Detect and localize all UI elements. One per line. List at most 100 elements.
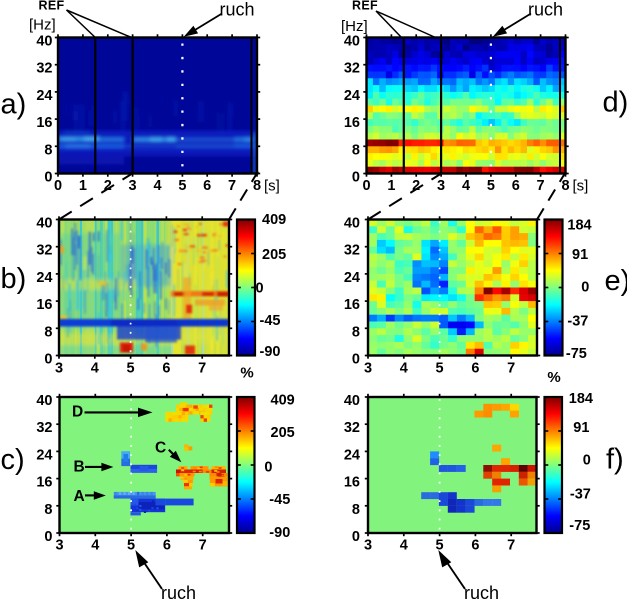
svg-text:24: 24 <box>36 270 52 286</box>
svg-text:0: 0 <box>264 459 272 475</box>
svg-text:7: 7 <box>198 361 206 377</box>
svg-text:91: 91 <box>573 420 589 436</box>
svg-text:5: 5 <box>127 538 135 554</box>
svg-text:16: 16 <box>344 115 360 131</box>
svg-text:d): d) <box>603 87 627 119</box>
svg-text:C: C <box>155 440 166 457</box>
svg-text:A: A <box>74 488 85 505</box>
svg-text:16: 16 <box>344 475 360 491</box>
svg-text:40: 40 <box>36 34 52 50</box>
svg-text:8: 8 <box>352 324 360 340</box>
svg-text:0: 0 <box>54 178 62 194</box>
svg-text:24: 24 <box>36 447 52 463</box>
svg-text:-45: -45 <box>269 492 290 508</box>
svg-text:0: 0 <box>352 529 360 545</box>
svg-text:6: 6 <box>203 178 211 194</box>
svg-text:16: 16 <box>344 297 360 313</box>
svg-text:3: 3 <box>129 178 137 194</box>
svg-text:8: 8 <box>44 142 52 158</box>
svg-text:24: 24 <box>344 270 360 286</box>
svg-text:40: 40 <box>344 393 360 409</box>
svg-text:e): e) <box>605 265 627 297</box>
svg-text:ruch: ruch <box>528 0 563 20</box>
svg-text:-37: -37 <box>567 313 588 329</box>
svg-text:5: 5 <box>436 538 444 554</box>
svg-text:b): b) <box>1 263 27 295</box>
svg-text:184: 184 <box>567 217 591 233</box>
svg-text:16: 16 <box>36 475 52 491</box>
svg-text:3: 3 <box>55 361 63 377</box>
svg-text:6: 6 <box>162 361 170 377</box>
svg-text:3: 3 <box>437 178 445 194</box>
svg-text:ruch: ruch <box>161 583 196 600</box>
svg-text:5: 5 <box>127 361 135 377</box>
svg-text:5: 5 <box>487 178 495 194</box>
svg-text:[Hz]: [Hz] <box>29 17 56 34</box>
svg-text:6: 6 <box>163 538 171 554</box>
svg-text:16: 16 <box>36 115 52 131</box>
svg-text:0: 0 <box>352 352 360 368</box>
svg-text:4: 4 <box>400 538 408 554</box>
svg-text:c): c) <box>1 444 25 476</box>
svg-text:3: 3 <box>55 538 63 554</box>
svg-text:409: 409 <box>271 392 295 408</box>
svg-text:3: 3 <box>364 361 372 377</box>
svg-text:8: 8 <box>44 502 52 518</box>
svg-text:%: % <box>547 369 560 386</box>
svg-text:REF: REF <box>352 0 378 13</box>
svg-text:409: 409 <box>262 212 286 228</box>
svg-text:7: 7 <box>537 178 545 194</box>
svg-text:1: 1 <box>387 178 395 194</box>
svg-text:0: 0 <box>44 170 52 186</box>
svg-text:0: 0 <box>256 281 264 297</box>
svg-text:[Hz]: [Hz] <box>341 18 368 35</box>
svg-text:32: 32 <box>344 420 360 436</box>
svg-text:8: 8 <box>44 324 52 340</box>
svg-text:3: 3 <box>364 538 372 554</box>
svg-text:4: 4 <box>462 178 470 194</box>
svg-text:1: 1 <box>79 178 87 194</box>
svg-text:[s]: [s] <box>264 178 280 195</box>
svg-text:2: 2 <box>104 178 112 194</box>
svg-text:40: 40 <box>344 216 360 232</box>
svg-text:32: 32 <box>36 243 52 259</box>
svg-text:40: 40 <box>344 34 360 50</box>
svg-text:8: 8 <box>352 142 360 158</box>
svg-text:%: % <box>240 365 253 382</box>
svg-text:8: 8 <box>561 178 569 194</box>
svg-text:4: 4 <box>91 538 99 554</box>
svg-text:0: 0 <box>352 170 360 186</box>
svg-text:91: 91 <box>572 247 588 263</box>
svg-text:0: 0 <box>581 279 589 295</box>
svg-text:8: 8 <box>253 178 261 194</box>
svg-text:0: 0 <box>583 453 591 469</box>
svg-text:ruch: ruch <box>464 583 499 600</box>
svg-text:0: 0 <box>44 352 52 368</box>
svg-text:4: 4 <box>91 361 99 377</box>
svg-text:32: 32 <box>344 61 360 77</box>
svg-text:32: 32 <box>344 243 360 259</box>
svg-text:-90: -90 <box>260 344 281 360</box>
svg-text:7: 7 <box>507 538 515 554</box>
svg-text:D: D <box>72 404 83 421</box>
svg-text:6: 6 <box>471 538 479 554</box>
svg-text:205: 205 <box>271 425 295 441</box>
svg-text:40: 40 <box>36 393 52 409</box>
svg-text:REF: REF <box>39 0 65 13</box>
svg-text:4: 4 <box>153 178 161 194</box>
svg-text:8: 8 <box>352 502 360 518</box>
svg-text:7: 7 <box>228 178 236 194</box>
svg-text:4: 4 <box>400 361 408 377</box>
svg-text:7: 7 <box>199 538 207 554</box>
svg-text:-75: -75 <box>569 518 590 534</box>
svg-text:24: 24 <box>36 88 52 104</box>
svg-text:B: B <box>74 459 85 476</box>
svg-text:184: 184 <box>569 391 593 407</box>
svg-text:7: 7 <box>507 361 515 377</box>
svg-text:2: 2 <box>412 178 420 194</box>
svg-text:f): f) <box>606 444 624 476</box>
svg-text:0: 0 <box>44 529 52 545</box>
svg-text:-75: -75 <box>566 346 587 362</box>
svg-text:5: 5 <box>436 361 444 377</box>
svg-text:16: 16 <box>36 297 52 313</box>
